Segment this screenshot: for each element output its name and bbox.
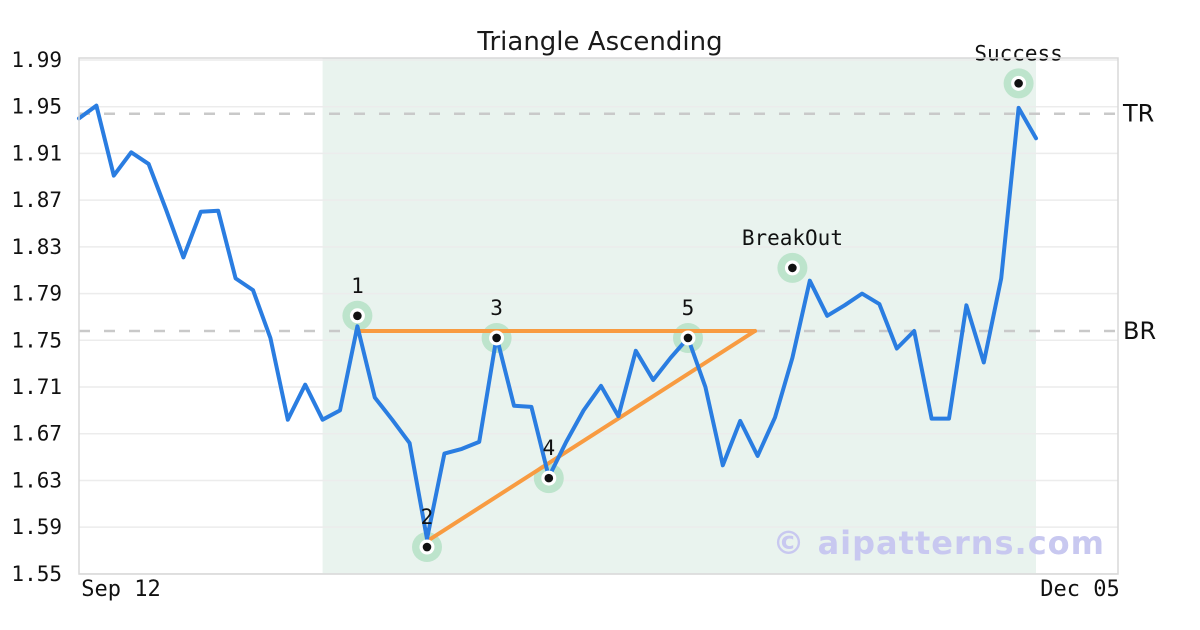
marker-label-4: 4 [542, 436, 555, 460]
plot-border [78, 57, 1119, 575]
marker-label-3: 3 [490, 296, 503, 320]
watermark: © aipatterns.com [772, 524, 1105, 562]
y-axis-tick-label: 1.91 [11, 141, 62, 165]
y-axis-tick-label: 1.87 [11, 188, 62, 212]
pattern-shaded-region [322, 58, 1037, 574]
y-axis-tick-label: 1.83 [11, 235, 62, 259]
marker-dot-success [1014, 79, 1023, 88]
y-axis-tick-label: 1.59 [11, 515, 62, 539]
marker-dot-breakout [788, 263, 797, 273]
marker-dot-3 [492, 333, 501, 343]
level-label-br: BR [1123, 317, 1156, 345]
chart-title: Triangle Ascending [477, 27, 723, 57]
marker-label-success: Success [974, 41, 1063, 65]
x-axis-tick-label: Sep 12 [81, 577, 160, 602]
marker-label-1: 1 [351, 274, 364, 298]
level-label-tr: TR [1122, 100, 1154, 128]
y-axis-tick-label: 1.99 [11, 48, 62, 72]
marker-dot-1 [353, 311, 362, 321]
y-axis-tick-label: 1.71 [11, 375, 62, 399]
y-axis-tick-label: 1.79 [11, 282, 62, 306]
y-axis-tick-label: 1.95 [11, 95, 62, 119]
marker-label-5: 5 [682, 296, 695, 320]
y-axis-tick-label: 1.63 [11, 468, 62, 492]
marker-dot-5 [683, 333, 693, 343]
y-axis-tick-label: 1.75 [11, 328, 62, 352]
x-axis-tick-label: Dec 05 [1040, 577, 1119, 602]
y-axis-tick-label: 1.55 [11, 562, 62, 586]
marker-dot-2 [422, 542, 432, 552]
y-axis-tick-label: 1.67 [11, 422, 62, 446]
marker-label-2: 2 [421, 505, 434, 529]
price-line [77, 103, 1038, 541]
support-trendline [425, 328, 757, 544]
marker-label-breakout: BreakOut [742, 226, 843, 250]
marker-dot-4 [544, 473, 554, 483]
